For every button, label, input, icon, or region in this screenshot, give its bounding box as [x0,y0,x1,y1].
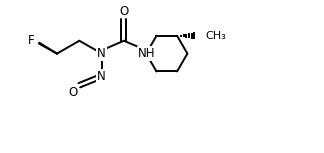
Text: N: N [97,70,106,83]
Text: F: F [28,34,34,47]
Polygon shape [145,51,146,56]
Text: CH₃: CH₃ [206,31,226,41]
Text: O: O [119,5,129,18]
Text: N: N [97,47,106,60]
Text: NH: NH [138,47,156,60]
Text: O: O [69,86,78,99]
